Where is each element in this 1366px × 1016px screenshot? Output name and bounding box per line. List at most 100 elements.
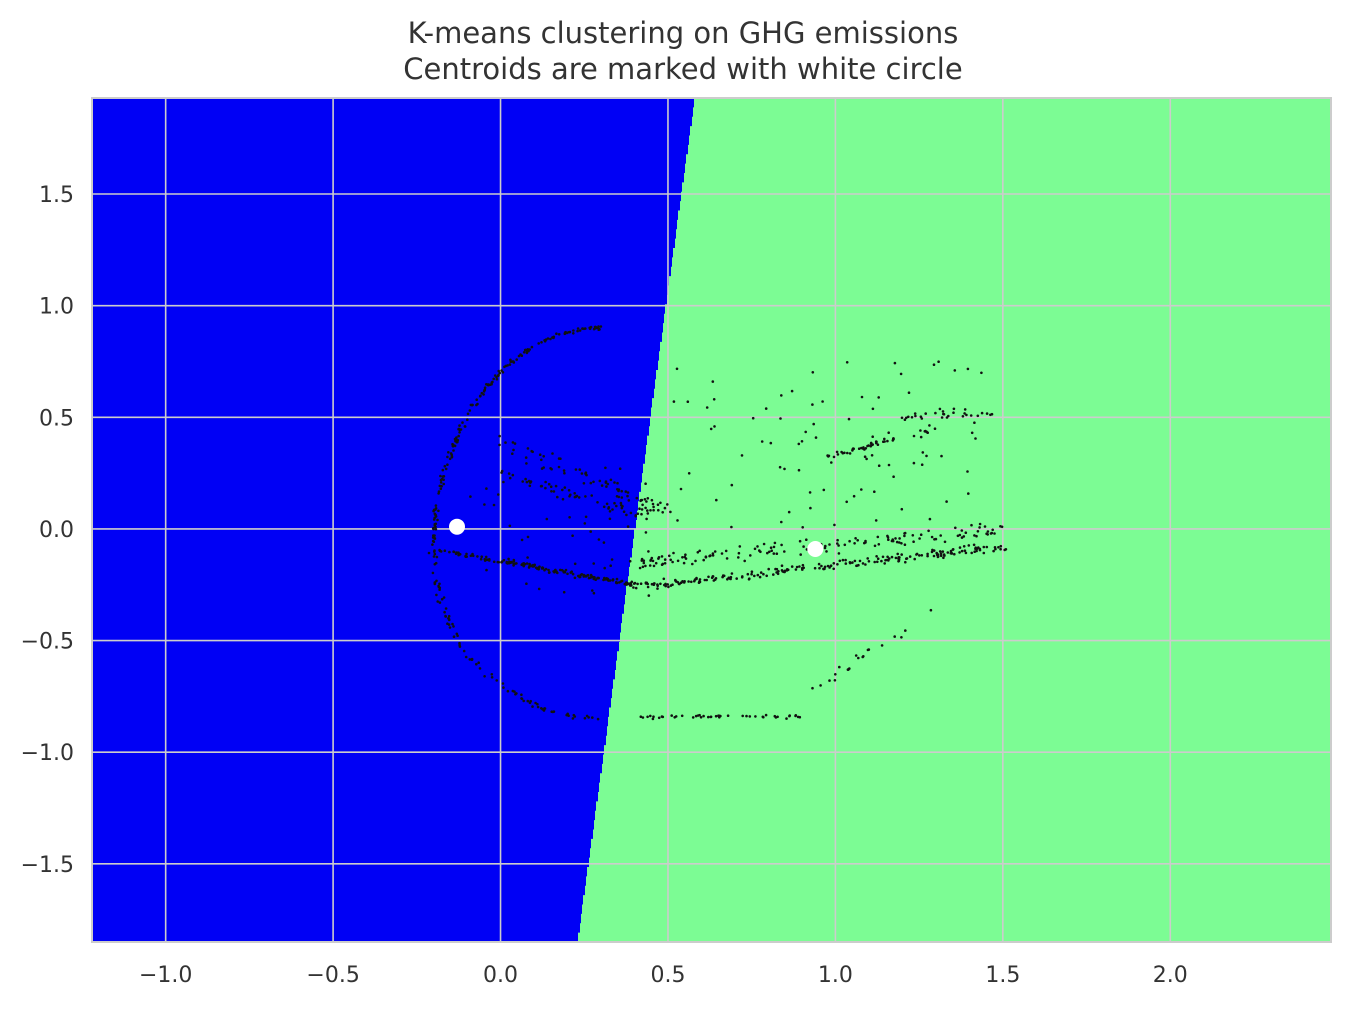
data-point xyxy=(822,567,826,571)
data-point xyxy=(438,582,441,586)
data-point xyxy=(880,644,884,647)
data-point xyxy=(514,693,517,696)
data-point xyxy=(903,534,906,538)
data-point xyxy=(886,555,889,559)
data-point xyxy=(873,560,876,564)
data-point xyxy=(717,714,720,717)
data-point xyxy=(834,673,837,676)
data-point xyxy=(954,526,957,530)
data-point xyxy=(611,508,614,511)
data-point xyxy=(876,443,880,447)
data-point xyxy=(572,332,575,335)
data-point xyxy=(666,583,669,586)
data-point xyxy=(432,527,435,531)
data-point xyxy=(437,509,440,513)
data-point xyxy=(522,562,526,565)
data-point xyxy=(455,436,458,439)
data-point xyxy=(938,550,942,553)
data-point xyxy=(509,561,512,564)
data-point xyxy=(520,538,524,542)
data-point xyxy=(705,578,708,582)
data-point xyxy=(433,549,436,552)
data-point xyxy=(676,519,679,522)
data-point xyxy=(858,559,862,563)
data-point xyxy=(441,475,445,478)
data-point xyxy=(636,582,639,586)
data-point xyxy=(613,501,616,505)
data-point xyxy=(540,707,543,710)
data-point xyxy=(513,562,517,565)
data-point xyxy=(875,555,878,558)
data-point xyxy=(1004,548,1008,551)
data-point xyxy=(522,351,526,354)
data-point xyxy=(764,407,768,410)
data-point xyxy=(740,576,744,579)
data-point xyxy=(861,562,865,565)
data-point xyxy=(468,658,472,661)
data-point xyxy=(562,469,566,472)
data-point xyxy=(773,541,777,545)
data-point xyxy=(524,456,528,459)
data-point xyxy=(641,503,644,507)
data-point xyxy=(450,455,454,459)
data-point xyxy=(894,556,898,560)
data-point xyxy=(730,572,734,575)
x-tick-label: −0.5 xyxy=(306,963,359,988)
data-point xyxy=(762,542,766,546)
data-point xyxy=(542,466,545,469)
data-point xyxy=(787,510,791,514)
data-point xyxy=(557,465,561,469)
data-point xyxy=(950,552,954,555)
data-point xyxy=(920,463,924,467)
data-point xyxy=(960,529,964,532)
data-point xyxy=(860,488,863,491)
data-point xyxy=(452,449,455,452)
data-point xyxy=(912,434,916,438)
data-point xyxy=(963,412,966,415)
data-point xyxy=(444,467,448,471)
data-point xyxy=(754,715,757,718)
data-point xyxy=(618,581,621,584)
data-point xyxy=(780,543,783,547)
data-point xyxy=(444,607,448,610)
data-point xyxy=(577,496,581,499)
data-point xyxy=(818,566,821,570)
data-point xyxy=(891,439,895,442)
data-point xyxy=(939,552,943,555)
data-point xyxy=(760,440,764,443)
data-point xyxy=(941,550,945,553)
data-point xyxy=(639,499,642,503)
data-point xyxy=(860,395,864,399)
data-point xyxy=(615,577,619,581)
data-point xyxy=(848,667,851,670)
data-point xyxy=(576,327,580,330)
data-point xyxy=(448,457,452,461)
data-point xyxy=(725,557,729,560)
data-point xyxy=(785,717,788,720)
data-point xyxy=(526,535,530,539)
data-point xyxy=(798,539,802,543)
data-point xyxy=(898,537,901,540)
data-point xyxy=(774,567,777,571)
data-point xyxy=(833,679,837,682)
data-point xyxy=(762,715,765,719)
x-tick-label: −1.0 xyxy=(139,963,192,988)
data-point xyxy=(520,693,523,696)
data-point xyxy=(772,573,775,576)
data-point xyxy=(740,454,744,457)
data-point xyxy=(471,552,474,556)
data-point xyxy=(550,467,553,471)
data-point xyxy=(568,516,571,519)
data-point xyxy=(867,648,871,651)
data-point xyxy=(433,562,437,566)
data-point xyxy=(627,499,631,502)
data-point xyxy=(780,569,784,572)
data-point xyxy=(686,400,690,404)
data-point xyxy=(649,509,652,512)
data-point xyxy=(907,391,911,395)
data-point xyxy=(975,549,978,553)
data-point xyxy=(838,559,842,563)
data-point xyxy=(570,570,573,573)
data-point xyxy=(828,566,831,569)
data-point xyxy=(676,581,680,584)
